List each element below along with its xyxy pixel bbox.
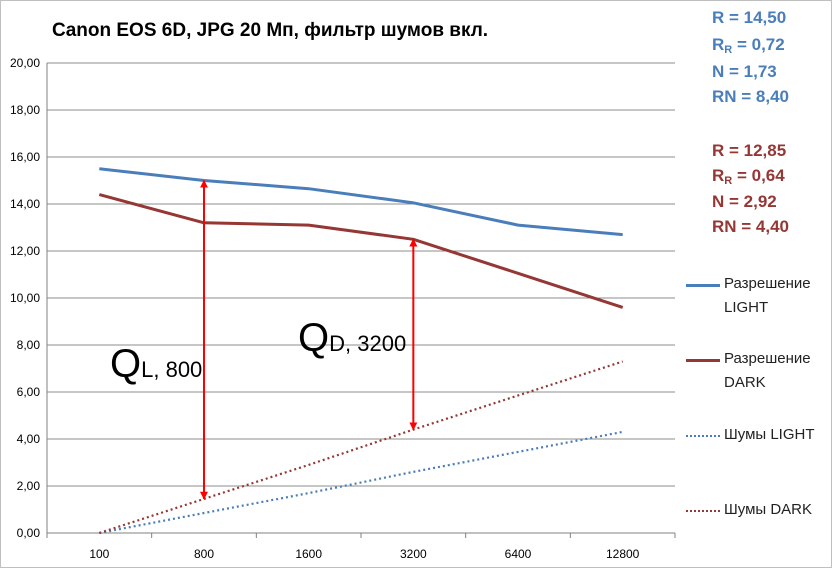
stat-dark-r: R = 12,85 bbox=[712, 141, 787, 160]
annotation-q-light-800-sub: L, 800 bbox=[141, 357, 203, 382]
stat-light-r: R = 14,50 bbox=[712, 8, 787, 27]
legend-label-resolution-dark: Разрешение DARK bbox=[724, 350, 811, 391]
y-tick-label: 10,00 bbox=[10, 291, 40, 305]
chart-title: Canon EOS 6D, JPG 20 Мп, фильтр шумов вк… bbox=[52, 20, 489, 41]
annotation-q-light-800-main: Q bbox=[110, 342, 142, 386]
legend-swatch-resolution-light bbox=[686, 284, 720, 287]
y-tick-label: 2,00 bbox=[17, 479, 41, 493]
legend-swatch-resolution-dark bbox=[686, 359, 720, 362]
y-tick-label: 0,00 bbox=[17, 526, 41, 540]
y-tick-label: 18,00 bbox=[10, 103, 40, 117]
legend-swatch-noise-light bbox=[686, 435, 720, 437]
stat-light-rn: RN = 8,40 bbox=[712, 87, 790, 106]
stat-light-rr-sub: R bbox=[724, 44, 733, 56]
annotation-q-dark-3200: QD, 3200 bbox=[298, 316, 406, 361]
legend-label-noise-dark: Шумы DARK bbox=[724, 501, 813, 518]
annotation-q-light-800: QL, 800 bbox=[110, 342, 202, 387]
y-tick-label: 8,00 bbox=[17, 338, 41, 352]
stat-dark-n: N = 2,92 bbox=[712, 192, 777, 211]
series-line-0 bbox=[99, 167, 623, 237]
x-tick-label: 100 bbox=[89, 547, 109, 561]
stat-dark-rr-sub: R bbox=[724, 175, 733, 187]
stat-light-rr-main: R bbox=[712, 35, 725, 54]
x-tick-label: 1600 bbox=[295, 547, 322, 561]
stat-light-rr: RR = 0,72 bbox=[712, 35, 785, 56]
y-tick-label: 20,00 bbox=[10, 56, 40, 70]
legend-swatch-noise-dark bbox=[686, 510, 720, 512]
stat-dark-rr-value: = 0,64 bbox=[732, 166, 785, 185]
x-tick-label: 800 bbox=[194, 547, 214, 561]
series-line-2 bbox=[99, 430, 623, 535]
stat-light-n: N = 1,73 bbox=[712, 62, 777, 81]
series-line-1 bbox=[98, 193, 624, 309]
y-tick-label: 6,00 bbox=[17, 385, 41, 399]
stat-dark-rr-main: R bbox=[712, 166, 725, 185]
y-tick-label: 16,00 bbox=[10, 150, 40, 164]
legend-label-resolution-light: Разрешение LIGHT bbox=[724, 275, 811, 316]
y-tick-label: 12,00 bbox=[10, 244, 40, 258]
annotation-q-dark-3200-main: Q bbox=[298, 316, 330, 360]
x-tick-label: 3200 bbox=[400, 547, 427, 561]
x-tick-label: 12800 bbox=[606, 547, 640, 561]
stat-light-rr-value: = 0,72 bbox=[732, 35, 785, 54]
x-tick-label: 6400 bbox=[505, 547, 532, 561]
legend-label-noise-light: Шумы LIGHT bbox=[724, 426, 815, 443]
stat-dark-rn: RN = 4,40 bbox=[712, 217, 790, 236]
y-tick-label: 4,00 bbox=[17, 432, 41, 446]
series-line-3 bbox=[98, 360, 624, 535]
annotation-q-dark-3200-sub: D, 3200 bbox=[329, 331, 407, 356]
stat-dark-rr: RR = 0,64 bbox=[712, 166, 785, 187]
y-tick-label: 14,00 bbox=[10, 197, 40, 211]
